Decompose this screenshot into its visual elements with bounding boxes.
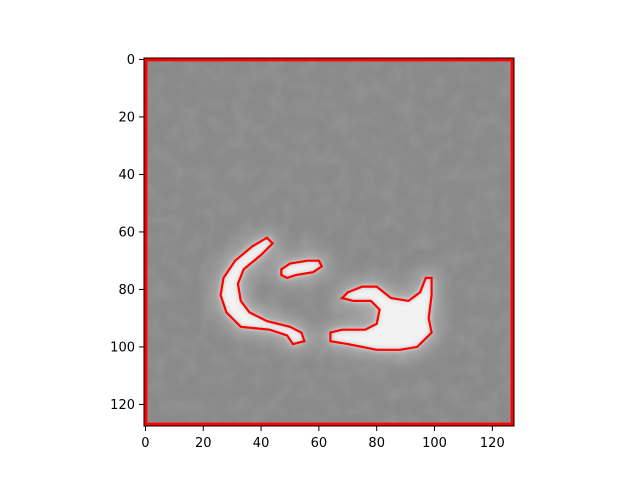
y-tick-label: 0 (127, 53, 135, 68)
x-tick-label: 0 (141, 436, 149, 451)
y-tick-label: 120 (110, 398, 135, 413)
object-layer (220, 237, 432, 350)
image-texture (144, 58, 514, 426)
y-axis: 0 20 40 60 80 100 120 (110, 53, 144, 413)
y-tick-label: 80 (118, 283, 135, 298)
x-tick-label: 100 (422, 436, 447, 451)
right-hook-object (330, 277, 432, 350)
x-tick-label: 20 (195, 436, 212, 451)
left-arc-object (220, 237, 305, 345)
right-hook-contour (329, 276, 433, 351)
x-tick-label: 80 (368, 436, 385, 451)
y-tick-label: 40 (118, 168, 135, 183)
y-tick-label: 100 (110, 340, 135, 355)
x-axis: 0 20 40 60 80 100 120 (141, 426, 505, 451)
x-tick-label: 40 (253, 436, 270, 451)
small-blob-contour (280, 259, 324, 280)
y-tick-label: 20 (118, 110, 135, 125)
x-tick-label: 60 (311, 436, 328, 451)
x-tick-label: 120 (480, 436, 505, 451)
small-blob-object (281, 260, 322, 278)
contour-layer (144, 58, 514, 426)
axes-frame (143, 57, 515, 427)
left-arc-contour (219, 236, 306, 346)
y-tick-label: 60 (118, 225, 135, 240)
image-panel (144, 58, 514, 426)
frame-contour (144, 58, 514, 426)
